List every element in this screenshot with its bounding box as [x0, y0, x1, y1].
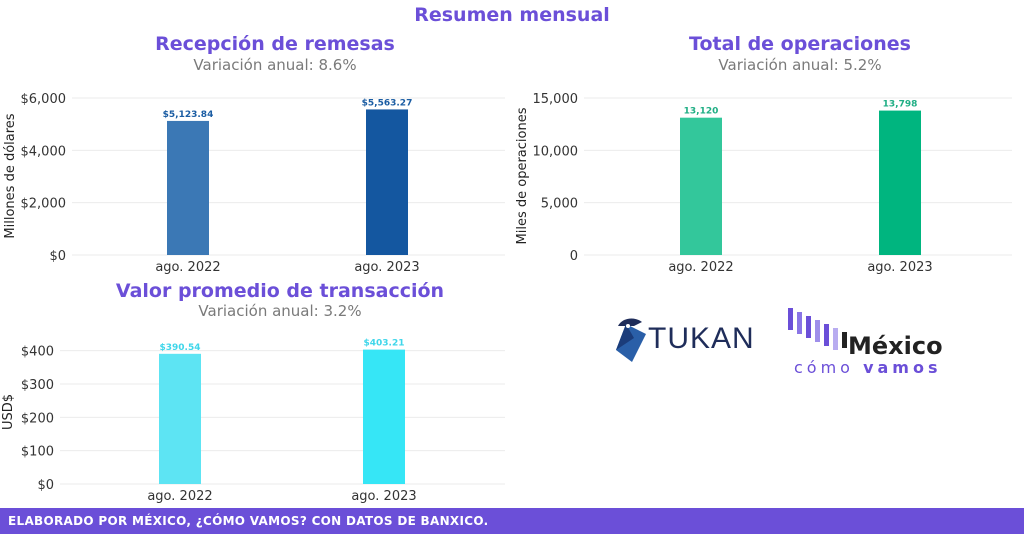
- bar-valor-promedio-0: [159, 353, 201, 484]
- bar-remesas-1: [366, 109, 408, 255]
- y-tick-label: $0: [37, 478, 54, 493]
- toucan-icon: [616, 318, 646, 362]
- bar-operaciones-1: [879, 110, 921, 255]
- chart-title-remesas: Recepción de remesas: [155, 33, 395, 55]
- x-tick-label: ago. 2022: [155, 260, 220, 275]
- y-tick-label: 15,000: [533, 92, 579, 107]
- y-tick-label: $4,000: [21, 144, 67, 159]
- bar-valor-promedio-1: [363, 349, 405, 484]
- data-label: $403.21: [364, 339, 405, 349]
- mcv-logo-text-como: cómo: [794, 358, 854, 377]
- x-tick-label: ago. 2023: [867, 260, 932, 275]
- bars-icon: [788, 308, 847, 350]
- y-tick-label: 0: [570, 249, 578, 264]
- mcv-logo-text-mexico: México: [848, 332, 943, 360]
- tukan-logo: TUKAN: [612, 312, 754, 364]
- tukan-logo-text: TUKAN: [648, 322, 755, 355]
- x-tick-label: ago. 2023: [351, 489, 416, 504]
- data-label: 13,798: [883, 100, 918, 110]
- y-tick-label: 10,000: [533, 144, 579, 159]
- y-tick-label: $2,000: [21, 197, 67, 212]
- data-label: 13,120: [684, 107, 719, 117]
- mcv-logo-text-vamos: vamos: [863, 358, 942, 377]
- bar-remesas-0: [167, 120, 209, 256]
- data-label: $5,563.27: [362, 98, 413, 108]
- chart-subtitle-remesas: Variación anual: 8.6%: [193, 56, 357, 74]
- y-axis-label-remesas: Millones de dólares: [3, 113, 18, 238]
- x-tick-label: ago. 2022: [147, 489, 212, 504]
- y-tick-label: 5,000: [541, 197, 578, 212]
- y-axis-label-valor-promedio: USD$: [1, 394, 16, 430]
- mcv-logo-text-como-vamos: cómo vamos: [794, 358, 941, 377]
- data-label: $390.54: [160, 343, 201, 353]
- y-tick-label: $100: [21, 445, 54, 460]
- y-tick-label: $200: [21, 411, 54, 426]
- mexico-como-vamos-logo: México cómo vamos: [788, 306, 963, 378]
- chart-title-valor-promedio: Valor promedio de transacción: [115, 280, 445, 302]
- y-tick-label: $300: [21, 378, 54, 393]
- y-axis-label-operaciones: Miles de operaciones: [515, 107, 530, 244]
- bar-operaciones-0: [680, 117, 722, 255]
- footer-credit: ELABORADO POR MÉXICO, ¿CÓMO VAMOS? CON D…: [0, 508, 1024, 534]
- y-tick-label: $6,000: [21, 92, 67, 107]
- chart-subtitle-operaciones: Variación anual: 5.2%: [718, 56, 882, 74]
- y-tick-label: $400: [21, 345, 54, 360]
- chart-title-operaciones: Total de operaciones: [689, 33, 911, 55]
- chart-subtitle-valor-promedio: Variación anual: 3.2%: [198, 302, 362, 320]
- x-tick-label: ago. 2023: [354, 260, 419, 275]
- page-title: Resumen mensual: [414, 4, 610, 26]
- data-label: $5,123.84: [163, 110, 214, 120]
- y-tick-label: $0: [49, 249, 66, 264]
- x-tick-label: ago. 2022: [668, 260, 733, 275]
